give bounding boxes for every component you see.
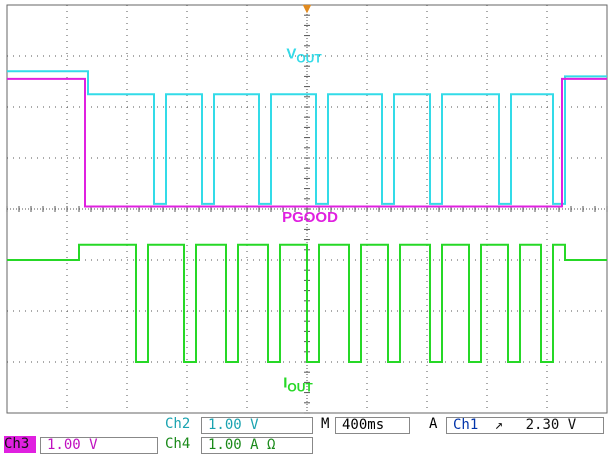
- trigger-source: Ch1: [453, 417, 479, 433]
- trigger-box[interactable]: Ch1 ↗ 2.30 V: [446, 417, 604, 434]
- markers: ▼: [303, 2, 312, 15]
- ch2-label: Ch2: [165, 416, 191, 432]
- trace-pgood: [7, 77, 607, 208]
- traces: [7, 70, 607, 363]
- ch3-scale[interactable]: 1.00 V: [40, 437, 158, 454]
- trace-labels: VOUT PGOOD IOUT: [282, 46, 338, 395]
- trace-iout: [7, 243, 607, 363]
- timebase-value[interactable]: 400ms: [335, 417, 410, 434]
- ch3-label: Ch3: [4, 436, 36, 453]
- ch4-scale[interactable]: 1.00 A Ω: [201, 437, 313, 454]
- trace-label-iout: IOUT: [283, 375, 313, 395]
- timebase-label: M: [321, 416, 330, 432]
- trace-label-vout: VOUT: [286, 46, 322, 66]
- trigger-level: 2.30 V: [525, 417, 577, 433]
- ch2-scale[interactable]: 1.00 V: [201, 417, 313, 434]
- trigger-mode: A: [429, 416, 438, 432]
- ch4-label: Ch4: [165, 436, 191, 452]
- trigger-slope-icon: ↗: [494, 417, 504, 433]
- trigger-position-marker: ▼: [303, 2, 312, 15]
- trace-label-pgood: PGOOD: [282, 209, 338, 226]
- trace-vout: [7, 70, 607, 205]
